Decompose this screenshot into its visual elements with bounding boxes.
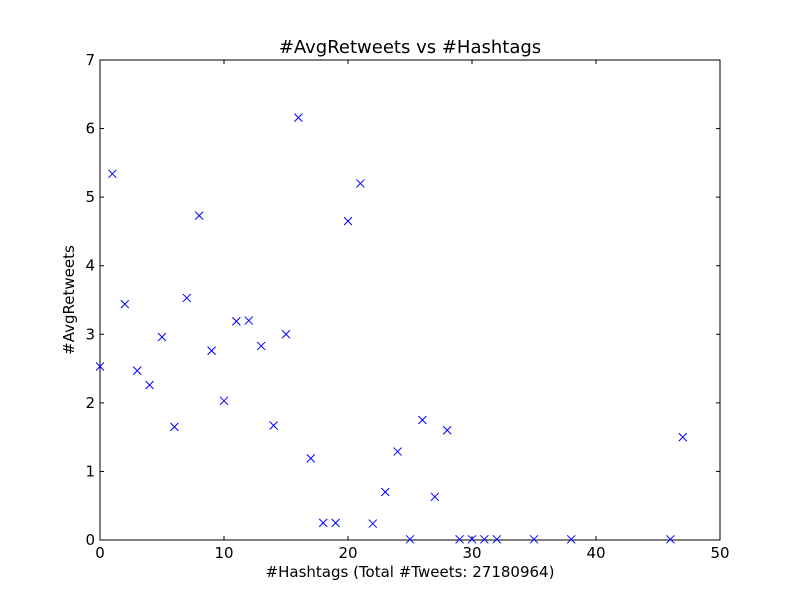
y-tick-label: 2 xyxy=(85,394,95,412)
x-tick-label: 30 xyxy=(462,544,481,562)
x-tick-label: 40 xyxy=(586,544,605,562)
data-point-marker xyxy=(430,492,440,502)
marker-layer xyxy=(95,113,688,544)
data-point-marker xyxy=(418,415,427,425)
data-point-marker xyxy=(666,534,675,544)
data-point-marker xyxy=(356,179,365,188)
data-point-marker xyxy=(145,380,154,390)
data-point-marker xyxy=(132,366,142,375)
data-point-marker xyxy=(306,454,316,463)
data-point-marker xyxy=(194,211,204,221)
x-axis-label: #Hashtags (Total #Tweets: 27180964) xyxy=(266,563,555,581)
y-tick-label: 3 xyxy=(85,325,95,343)
data-point-marker xyxy=(232,316,241,326)
data-point-marker xyxy=(566,534,576,544)
x-tick-label: 0 xyxy=(95,544,105,562)
data-point-marker xyxy=(95,362,105,371)
data-point-marker xyxy=(405,534,415,544)
data-point-marker xyxy=(170,422,179,432)
data-point-marker xyxy=(442,425,452,435)
data-point-marker xyxy=(467,534,477,544)
y-tick-label: 4 xyxy=(85,257,95,275)
data-point-marker xyxy=(343,216,353,226)
data-point-marker xyxy=(529,534,539,544)
y-axis-label: #AvgRetweets xyxy=(60,245,78,355)
data-point-marker xyxy=(380,487,390,497)
data-point-marker xyxy=(318,518,328,528)
data-point-marker xyxy=(492,534,502,544)
x-tick-label: 10 xyxy=(214,544,233,562)
axes-layer xyxy=(99,59,721,541)
data-point-marker xyxy=(269,421,278,430)
data-point-marker xyxy=(393,447,402,456)
y-tick-label: 0 xyxy=(85,531,95,549)
y-tick-label: 7 xyxy=(85,51,95,69)
data-point-marker xyxy=(281,329,291,339)
data-point-marker xyxy=(120,299,130,309)
data-point-marker xyxy=(256,341,266,351)
data-point-marker xyxy=(480,534,489,544)
chart-title: #AvgRetweets vs #Hashtags xyxy=(279,37,541,58)
data-point-marker xyxy=(678,432,688,442)
data-point-marker xyxy=(368,519,378,528)
y-tick-label: 5 xyxy=(85,188,95,206)
data-point-marker xyxy=(219,396,229,406)
y-tick-label: 1 xyxy=(85,462,95,480)
x-tick-label: 50 xyxy=(710,544,729,562)
data-point-marker xyxy=(294,113,303,122)
data-point-marker xyxy=(157,332,167,342)
tick-layer: 0 10 20 30 40 50 0 1 2 3 4 5 6 7 xyxy=(85,51,729,562)
data-point-marker xyxy=(455,534,464,544)
x-tick-label: 20 xyxy=(338,544,357,562)
data-point-marker xyxy=(182,293,192,303)
data-point-marker xyxy=(244,316,254,325)
data-point-marker xyxy=(331,518,340,528)
data-point-marker xyxy=(207,346,216,356)
y-tick-label: 6 xyxy=(85,120,95,138)
plot-frame xyxy=(99,59,721,541)
data-point-marker xyxy=(108,169,117,179)
